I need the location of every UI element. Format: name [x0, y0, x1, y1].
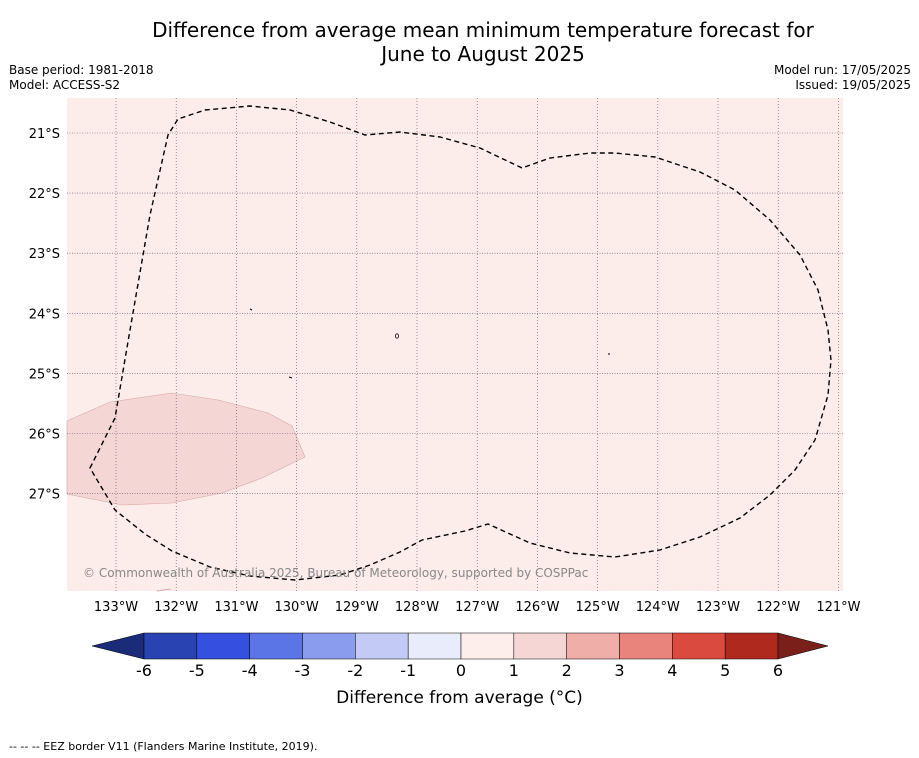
colorbar-ticks: -6 -5 -4 -3 -2 -1 0 1 2 3 4 5 6 [136, 661, 783, 680]
colorbar-tick-label: 4 [667, 661, 677, 680]
colorbar-tick-label: 1 [509, 661, 519, 680]
model-name: Model: ACCESS-S2 [9, 78, 121, 92]
base-period: Base period: 1981-2018 [9, 63, 154, 77]
island-marker [288, 376, 293, 379]
colorbar-tick-label: -5 [189, 661, 205, 680]
colorbar-cell [355, 632, 409, 660]
colorbar: -6 -5 -4 -3 -2 -1 0 1 2 3 4 5 6 [91, 632, 829, 680]
map-title: Difference from average mean minimum tem… [0, 18, 919, 66]
longitude-labels: 133°W 132°W 131°W 130°W 129°W 128°W 127°W 126°W… [94, 600, 861, 615]
latitude-tick-label: 22°S [29, 187, 60, 202]
latitude-gridlines [67, 132, 843, 494]
issued-date: Issued: 19/05/2025 [795, 78, 911, 92]
colorbar-tick-label: -4 [242, 661, 258, 680]
colorbar-cell [196, 632, 250, 660]
colorbar-cell [249, 632, 303, 660]
longitude-tick-label: 133°W [94, 600, 138, 615]
colorbar-tick-label: 3 [614, 661, 624, 680]
colorbar-cell [513, 632, 567, 660]
colorbar-over-arrow [777, 632, 829, 660]
colorbar-cell [143, 632, 198, 660]
colorbar-cell [724, 632, 779, 660]
longitude-tick-label: 130°W [275, 600, 319, 615]
island-marker [249, 308, 253, 311]
meta-right: Model run: 17/05/2025 Issued: 19/05/2025 [774, 63, 911, 93]
longitude-tick-label: 132°W [154, 600, 198, 615]
anomaly-region [66, 392, 306, 506]
meta-left: Base period: 1981-2018 Model: ACCESS-S2 [9, 63, 154, 93]
colorbar-tick-label: 6 [773, 661, 783, 680]
colorbar-tick-label: 0 [456, 661, 466, 680]
colorbar-cell [672, 632, 726, 660]
latitude-tick-label: 27°S [29, 488, 60, 503]
eez-border [89, 105, 832, 581]
colorbar-under-arrow [91, 632, 145, 660]
island-marker [394, 333, 399, 339]
colorbar-tick-label: -1 [400, 661, 416, 680]
longitude-tick-label: 127°W [455, 600, 499, 615]
map-area [67, 98, 843, 591]
colorbar-tick-label: -6 [136, 661, 152, 680]
model-run: Model run: 17/05/2025 [773, 63, 911, 77]
latitude-tick-label: 21°S [29, 127, 60, 142]
longitude-tick-label: 131°W [214, 600, 258, 615]
longitude-tick-label: 126°W [515, 600, 559, 615]
colorbar-cell [460, 632, 515, 660]
colorbar-tick-label: -3 [295, 661, 311, 680]
latitude-tick-label: 25°S [29, 367, 60, 382]
anomaly-region-edge [156, 588, 172, 592]
longitude-gridlines [115, 98, 839, 591]
latitude-labels: 21°S 22°S 23°S 24°S 25°S 26°S 27°S [29, 127, 60, 503]
longitude-tick-label: 121°W [816, 600, 860, 615]
title-line-2: June to August 2025 [381, 42, 585, 66]
longitude-tick-label: 122°W [756, 600, 800, 615]
latitude-tick-label: 23°S [29, 247, 60, 262]
colorbar-cell [566, 632, 620, 660]
colorbar-tick-label: -2 [347, 661, 363, 680]
longitude-tick-label: 125°W [576, 600, 620, 615]
colorbar-cells [143, 632, 779, 660]
footnote: -- -- -- EEZ border V11 (Flanders Marine… [9, 740, 318, 753]
colorbar-cell [407, 632, 462, 660]
colorbar-tick-label: 2 [562, 661, 572, 680]
latitude-tick-label: 26°S [29, 428, 60, 443]
latitude-tick-label: 24°S [29, 307, 60, 322]
copyright-text: © Commonwealth of Australia 2025, Bureau… [83, 566, 588, 580]
longitude-tick-label: 129°W [335, 600, 379, 615]
title-line-1: Difference from average mean minimum tem… [152, 18, 814, 42]
colorbar-label: Difference from average (°C) [336, 688, 583, 708]
colorbar-tick-label: 5 [720, 661, 730, 680]
longitude-tick-label: 124°W [636, 600, 680, 615]
colorbar-cell [302, 632, 356, 660]
longitude-tick-label: 128°W [395, 600, 439, 615]
longitude-tick-label: 123°W [696, 600, 740, 615]
colorbar-cell [619, 632, 673, 660]
